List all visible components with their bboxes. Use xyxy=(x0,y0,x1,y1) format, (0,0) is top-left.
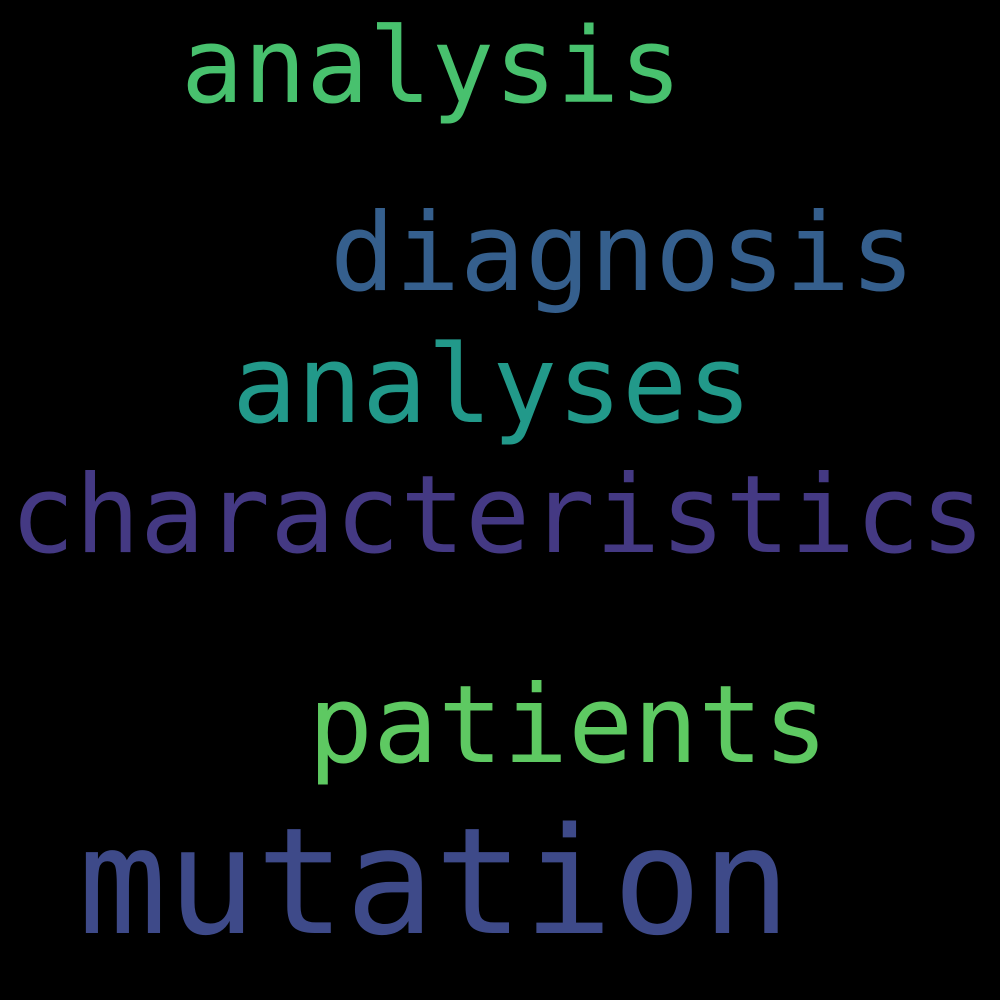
word-diagnosis: diagnosis xyxy=(330,191,916,316)
word-analyses: analyses xyxy=(232,323,753,448)
word-patients: patients xyxy=(308,663,829,788)
word-mutation: mutation xyxy=(78,796,791,968)
word-analysis: analysis xyxy=(181,5,682,127)
word-characteristics: characteristics xyxy=(10,453,986,578)
